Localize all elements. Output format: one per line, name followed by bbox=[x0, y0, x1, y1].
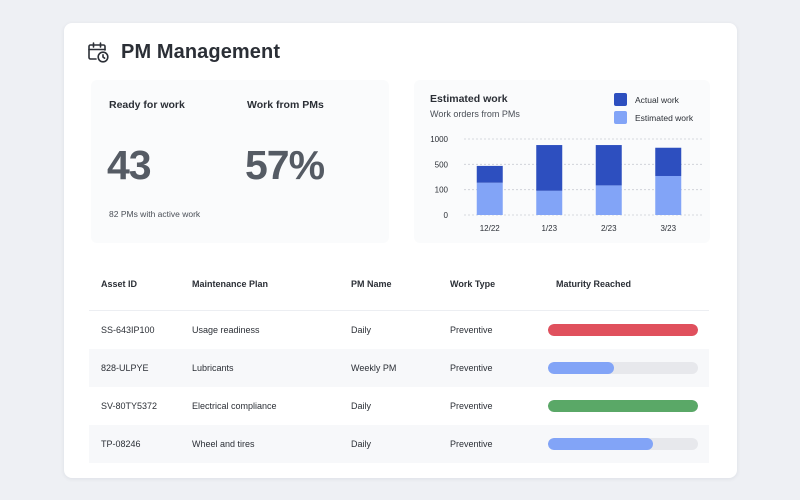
cell-maintenance-plan: Usage readiness bbox=[192, 325, 260, 335]
cell-asset-id: SV-80TY5372 bbox=[101, 401, 158, 411]
col-header-pm-name: PM Name bbox=[351, 279, 392, 289]
cell-pm-name: Daily bbox=[351, 325, 372, 335]
chart-bar-estimated-work bbox=[476, 182, 503, 215]
chart-y-tick-label: 1000 bbox=[430, 135, 448, 144]
cell-asset-id: TP-08246 bbox=[101, 439, 141, 449]
chart-x-tick-label: 3/23 bbox=[660, 224, 676, 233]
work-from-pms-label: Work from PMs bbox=[247, 99, 324, 111]
header: PM Management bbox=[86, 38, 280, 66]
maturity-bar-fill bbox=[548, 324, 698, 336]
chart-bar-estimated-work bbox=[536, 190, 563, 215]
cell-pm-name: Daily bbox=[351, 439, 372, 449]
cell-maintenance-plan: Electrical compliance bbox=[192, 401, 277, 411]
maturity-bar bbox=[548, 400, 698, 412]
table-row[interactable]: SS-643IP100 Usage readiness Daily Preven… bbox=[89, 311, 709, 349]
maturity-bar-fill bbox=[548, 438, 653, 450]
chart-bar-actual-work bbox=[536, 145, 563, 191]
chart-bar-estimated-work bbox=[595, 185, 622, 215]
stats-panel bbox=[91, 80, 389, 243]
chart-subtitle: Work orders from PMs bbox=[430, 109, 520, 119]
chart-y-tick-label: 0 bbox=[444, 211, 449, 220]
legend-label-estimated: Estimated work bbox=[635, 112, 694, 123]
col-header-maintenance-plan: Maintenance Plan bbox=[192, 279, 269, 289]
chart-x-tick-label: 1/23 bbox=[541, 224, 557, 233]
maturity-bar bbox=[548, 324, 698, 336]
table-header-divider bbox=[89, 310, 709, 311]
cell-asset-id: SS-643IP100 bbox=[101, 325, 155, 335]
maturity-bar bbox=[548, 438, 698, 450]
ready-for-work-value: 43 bbox=[107, 142, 152, 188]
chart-bar-actual-work bbox=[476, 165, 503, 183]
chart-x-tick-label: 2/23 bbox=[601, 224, 617, 233]
table-row[interactable]: SV-80TY5372 Electrical compliance Daily … bbox=[89, 387, 709, 425]
cell-work-type: Preventive bbox=[450, 325, 493, 335]
col-header-work-type: Work Type bbox=[450, 279, 496, 289]
cell-work-type: Preventive bbox=[450, 439, 493, 449]
legend-label-actual: Actual work bbox=[635, 94, 679, 105]
chart-y-tick-label: 500 bbox=[435, 160, 449, 169]
table-row[interactable]: 828-ULPYE Lubricants Weekly PM Preventiv… bbox=[89, 349, 709, 387]
chart-title: Estimated work bbox=[430, 93, 508, 105]
chart-bar-actual-work bbox=[655, 147, 682, 176]
cell-maintenance-plan: Lubricants bbox=[192, 363, 234, 373]
cell-asset-id: 828-ULPYE bbox=[101, 363, 149, 373]
chart-x-tick-label: 12/22 bbox=[480, 224, 501, 233]
chart-bar-estimated-work bbox=[655, 175, 682, 215]
legend-swatch-actual bbox=[614, 93, 627, 106]
table-row[interactable]: TP-08246 Wheel and tires Daily Preventiv… bbox=[89, 425, 709, 463]
active-work-note: 82 PMs with active work bbox=[109, 209, 201, 219]
ready-for-work-label: Ready for work bbox=[109, 99, 185, 111]
cell-pm-name: Daily bbox=[351, 401, 372, 411]
cell-pm-name: Weekly PM bbox=[351, 363, 397, 373]
cell-work-type: Preventive bbox=[450, 401, 493, 411]
chart-bar-actual-work bbox=[595, 145, 622, 186]
cell-maintenance-plan: Wheel and tires bbox=[192, 439, 255, 449]
maturity-bar-fill bbox=[548, 362, 614, 374]
legend-actual-work: Actual work bbox=[614, 93, 679, 106]
cell-work-type: Preventive bbox=[450, 363, 493, 373]
page-title: PM Management bbox=[121, 40, 281, 63]
legend-estimated-work: Estimated work bbox=[614, 111, 693, 124]
legend-swatch-estimated bbox=[614, 111, 627, 124]
maturity-bar-fill bbox=[548, 400, 698, 412]
col-header-asset-id: Asset ID bbox=[101, 279, 138, 289]
work-from-pms-value: 57% bbox=[245, 142, 325, 188]
calendar-clock-icon bbox=[88, 42, 109, 63]
chart-y-tick-label: 100 bbox=[435, 186, 449, 195]
maturity-bar bbox=[548, 362, 698, 374]
col-header-maturity-reached: Maturity Reached bbox=[556, 279, 632, 289]
